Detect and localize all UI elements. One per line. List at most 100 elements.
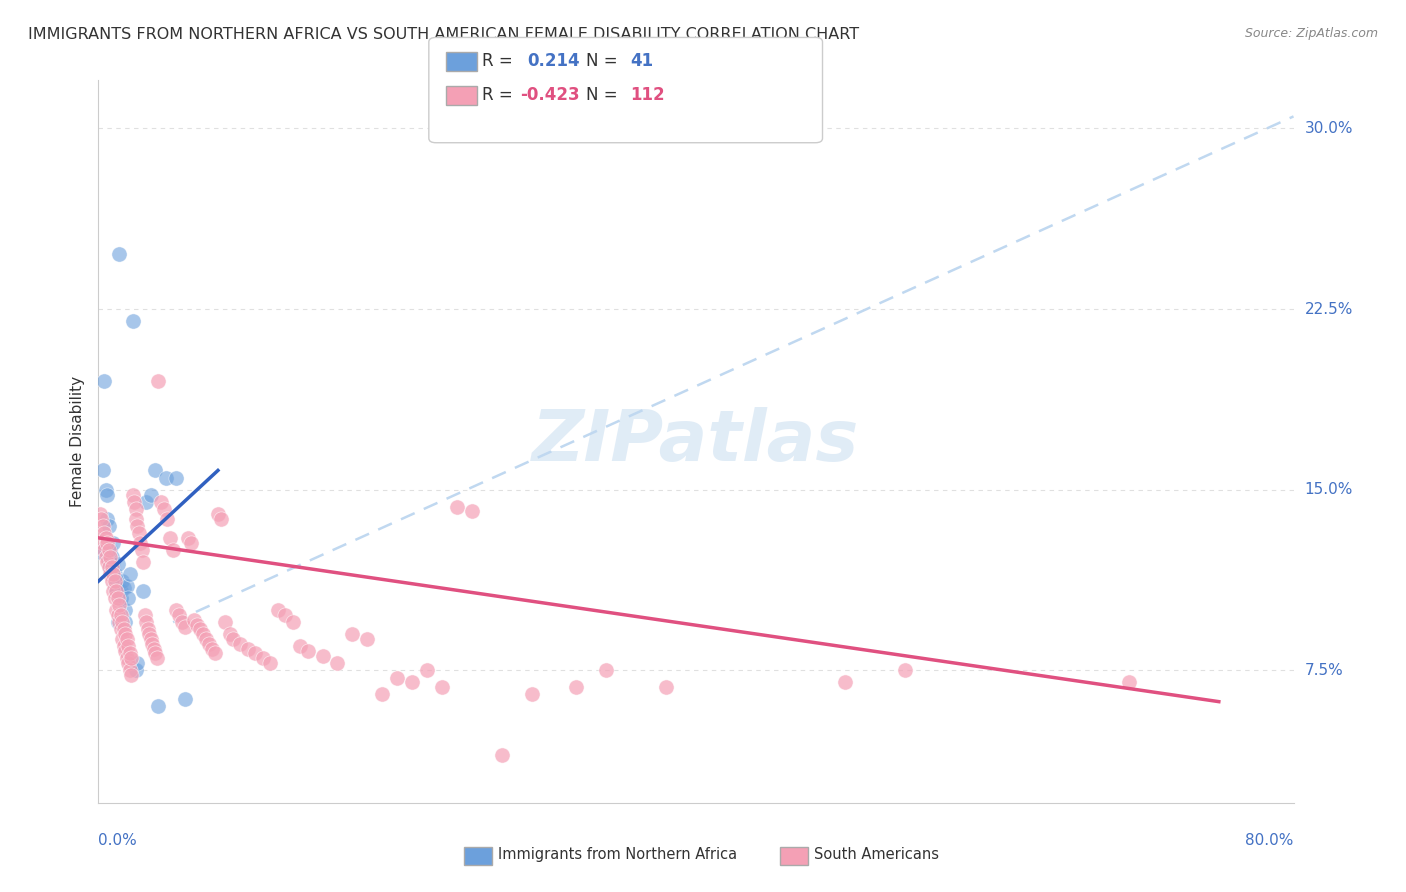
Point: [107, 591, 129, 605]
Text: 15.0%: 15.0%: [1305, 483, 1353, 497]
Point: [104, 574, 127, 589]
Point: [120, 651, 142, 665]
Point: [259, 656, 281, 670]
Point: [104, 579, 127, 593]
Point: [103, 567, 125, 582]
Point: [834, 675, 856, 690]
Point: [156, 511, 179, 525]
Point: [108, 615, 131, 630]
Point: [89, 507, 111, 521]
Point: [117, 639, 139, 653]
Point: [155, 470, 177, 484]
Text: -0.423: -0.423: [520, 86, 579, 103]
Point: [461, 504, 484, 518]
Point: [136, 623, 159, 637]
Point: [174, 620, 197, 634]
Point: [281, 615, 304, 630]
Point: [124, 494, 146, 508]
Point: [1118, 675, 1140, 690]
Point: [91, 535, 114, 549]
Point: [177, 531, 200, 545]
Point: [326, 656, 349, 670]
Text: R =: R =: [482, 52, 519, 70]
Point: [111, 632, 134, 646]
Text: N =: N =: [586, 52, 623, 70]
Text: 80.0%: 80.0%: [1246, 833, 1294, 848]
Point: [180, 535, 202, 549]
Point: [93, 542, 115, 557]
Point: [201, 641, 224, 656]
Point: [356, 632, 378, 646]
Point: [97, 559, 120, 574]
Point: [311, 648, 333, 663]
Point: [167, 607, 190, 622]
Point: [143, 463, 166, 477]
Text: 7.5%: 7.5%: [1305, 663, 1343, 678]
Point: [142, 641, 165, 656]
Point: [115, 632, 138, 646]
Point: [96, 555, 118, 569]
Point: [107, 607, 129, 622]
Point: [114, 603, 136, 617]
Point: [112, 582, 135, 596]
Point: [98, 562, 122, 576]
Point: [214, 615, 236, 630]
Point: [107, 558, 129, 572]
Point: [101, 565, 124, 579]
Point: [655, 680, 678, 694]
Point: [222, 632, 245, 646]
Point: [103, 583, 125, 598]
Text: 0.0%: 0.0%: [98, 833, 138, 848]
Point: [91, 518, 114, 533]
Point: [188, 623, 211, 637]
Point: [120, 668, 142, 682]
Point: [139, 632, 162, 646]
Point: [125, 664, 148, 678]
Point: [195, 632, 218, 646]
Point: [114, 627, 136, 641]
Point: [96, 535, 118, 549]
Point: [132, 555, 155, 569]
Point: [198, 637, 221, 651]
Point: [204, 647, 226, 661]
Point: [111, 574, 134, 589]
Point: [103, 559, 125, 574]
Text: South Americans: South Americans: [814, 847, 939, 862]
Point: [148, 374, 170, 388]
Point: [105, 583, 128, 598]
Point: [186, 617, 208, 632]
Point: [139, 487, 162, 501]
Point: [105, 603, 128, 617]
Point: [101, 550, 124, 565]
Point: [114, 615, 136, 630]
Point: [98, 542, 122, 557]
Point: [104, 567, 127, 582]
Point: [125, 502, 148, 516]
Point: [207, 507, 229, 521]
Point: [236, 641, 259, 656]
Point: [267, 603, 290, 617]
Point: [191, 627, 214, 641]
Point: [93, 526, 115, 541]
Point: [110, 591, 132, 605]
Point: [107, 615, 129, 630]
Text: 41: 41: [630, 52, 652, 70]
Point: [112, 639, 135, 653]
Point: [150, 494, 173, 508]
Point: [125, 511, 148, 525]
Point: [134, 607, 156, 622]
Point: [148, 699, 170, 714]
Text: Immigrants from Northern Africa: Immigrants from Northern Africa: [498, 847, 737, 862]
Point: [165, 470, 187, 484]
Point: [89, 545, 111, 559]
Text: IMMIGRANTS FROM NORTHERN AFRICA VS SOUTH AMERICAN FEMALE DISABILITY CORRELATION : IMMIGRANTS FROM NORTHERN AFRICA VS SOUTH…: [28, 27, 859, 42]
Point: [141, 637, 163, 651]
Point: [219, 627, 242, 641]
Point: [105, 572, 128, 586]
Point: [131, 542, 153, 557]
Point: [165, 603, 187, 617]
Point: [183, 613, 205, 627]
Point: [118, 664, 141, 678]
Point: [342, 627, 364, 641]
Point: [274, 607, 297, 622]
